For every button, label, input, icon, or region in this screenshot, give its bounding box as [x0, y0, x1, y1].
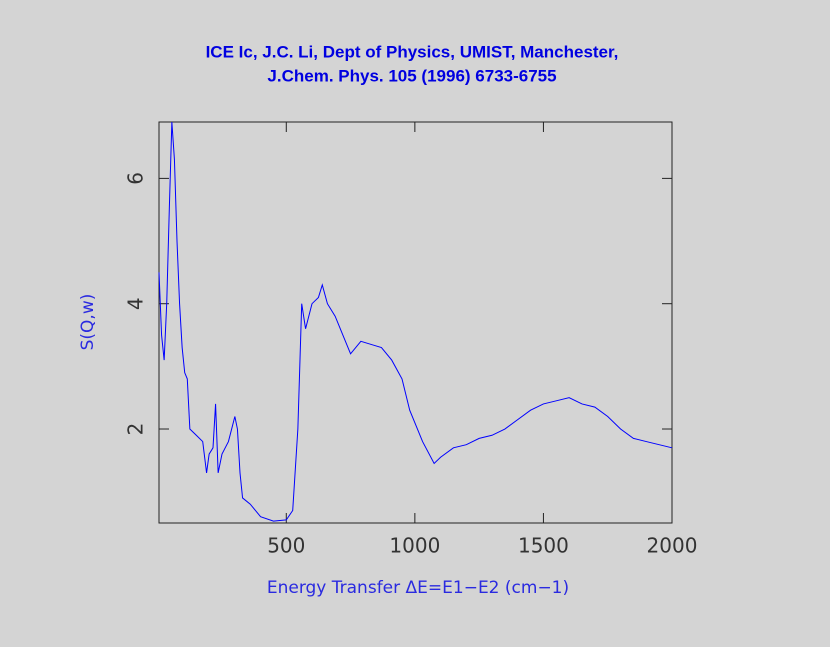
plot-frame	[158, 121, 673, 524]
y-tick-label: 6	[124, 172, 148, 185]
y-axis-label: S(Q,w)	[78, 294, 98, 351]
x-tick-label: 500	[267, 534, 305, 558]
x-tick-label: 1000	[389, 534, 440, 558]
x-tick-label: 1500	[518, 534, 569, 558]
y-tick-label: 4	[124, 297, 148, 310]
data-line	[158, 121, 673, 522]
y-tick-label: 2	[124, 423, 148, 436]
chart-title: J.Chem. Phys. 105 (1996) 6733-6755	[267, 66, 556, 85]
x-axis-label: Energy Transfer ΔE=E1−E2 (cm−1)	[267, 578, 569, 598]
x-tick-label: 2000	[647, 534, 698, 558]
chart-title: ICE Ic, J.C. Li, Dept of Physics, UMIST,…	[206, 42, 619, 61]
